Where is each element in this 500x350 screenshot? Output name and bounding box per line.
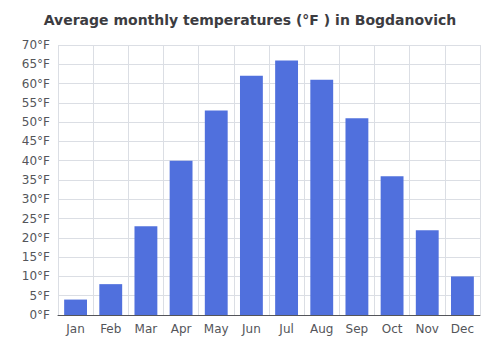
svg-text:50°F: 50°F — [22, 115, 50, 129]
svg-text:40°F: 40°F — [22, 154, 50, 168]
svg-text:Average monthly temperatures (: Average monthly temperatures (°F ) in Bo… — [44, 12, 457, 28]
svg-text:Jun: Jun — [241, 322, 261, 336]
svg-text:5°F: 5°F — [29, 289, 50, 303]
svg-text:Feb: Feb — [100, 322, 121, 336]
svg-text:Jan: Jan — [65, 322, 85, 336]
svg-text:30°F: 30°F — [22, 192, 50, 206]
svg-text:May: May — [204, 322, 229, 336]
svg-text:65°F: 65°F — [22, 57, 50, 71]
svg-text:10°F: 10°F — [22, 269, 50, 283]
svg-text:20°F: 20°F — [22, 231, 50, 245]
svg-text:Oct: Oct — [382, 322, 403, 336]
svg-text:Sep: Sep — [346, 322, 369, 336]
svg-text:25°F: 25°F — [22, 212, 50, 226]
svg-text:35°F: 35°F — [22, 173, 50, 187]
svg-text:15°F: 15°F — [22, 250, 50, 264]
svg-text:Dec: Dec — [451, 322, 474, 336]
svg-text:Nov: Nov — [416, 322, 439, 336]
svg-text:Apr: Apr — [171, 322, 192, 336]
svg-text:60°F: 60°F — [22, 77, 50, 91]
svg-text:55°F: 55°F — [22, 96, 50, 110]
svg-text:Aug: Aug — [310, 322, 333, 336]
svg-text:Jul: Jul — [278, 322, 293, 336]
svg-text:Mar: Mar — [135, 322, 158, 336]
svg-text:0°F: 0°F — [29, 308, 50, 322]
svg-text:70°F: 70°F — [22, 38, 50, 52]
svg-text:45°F: 45°F — [22, 134, 50, 148]
